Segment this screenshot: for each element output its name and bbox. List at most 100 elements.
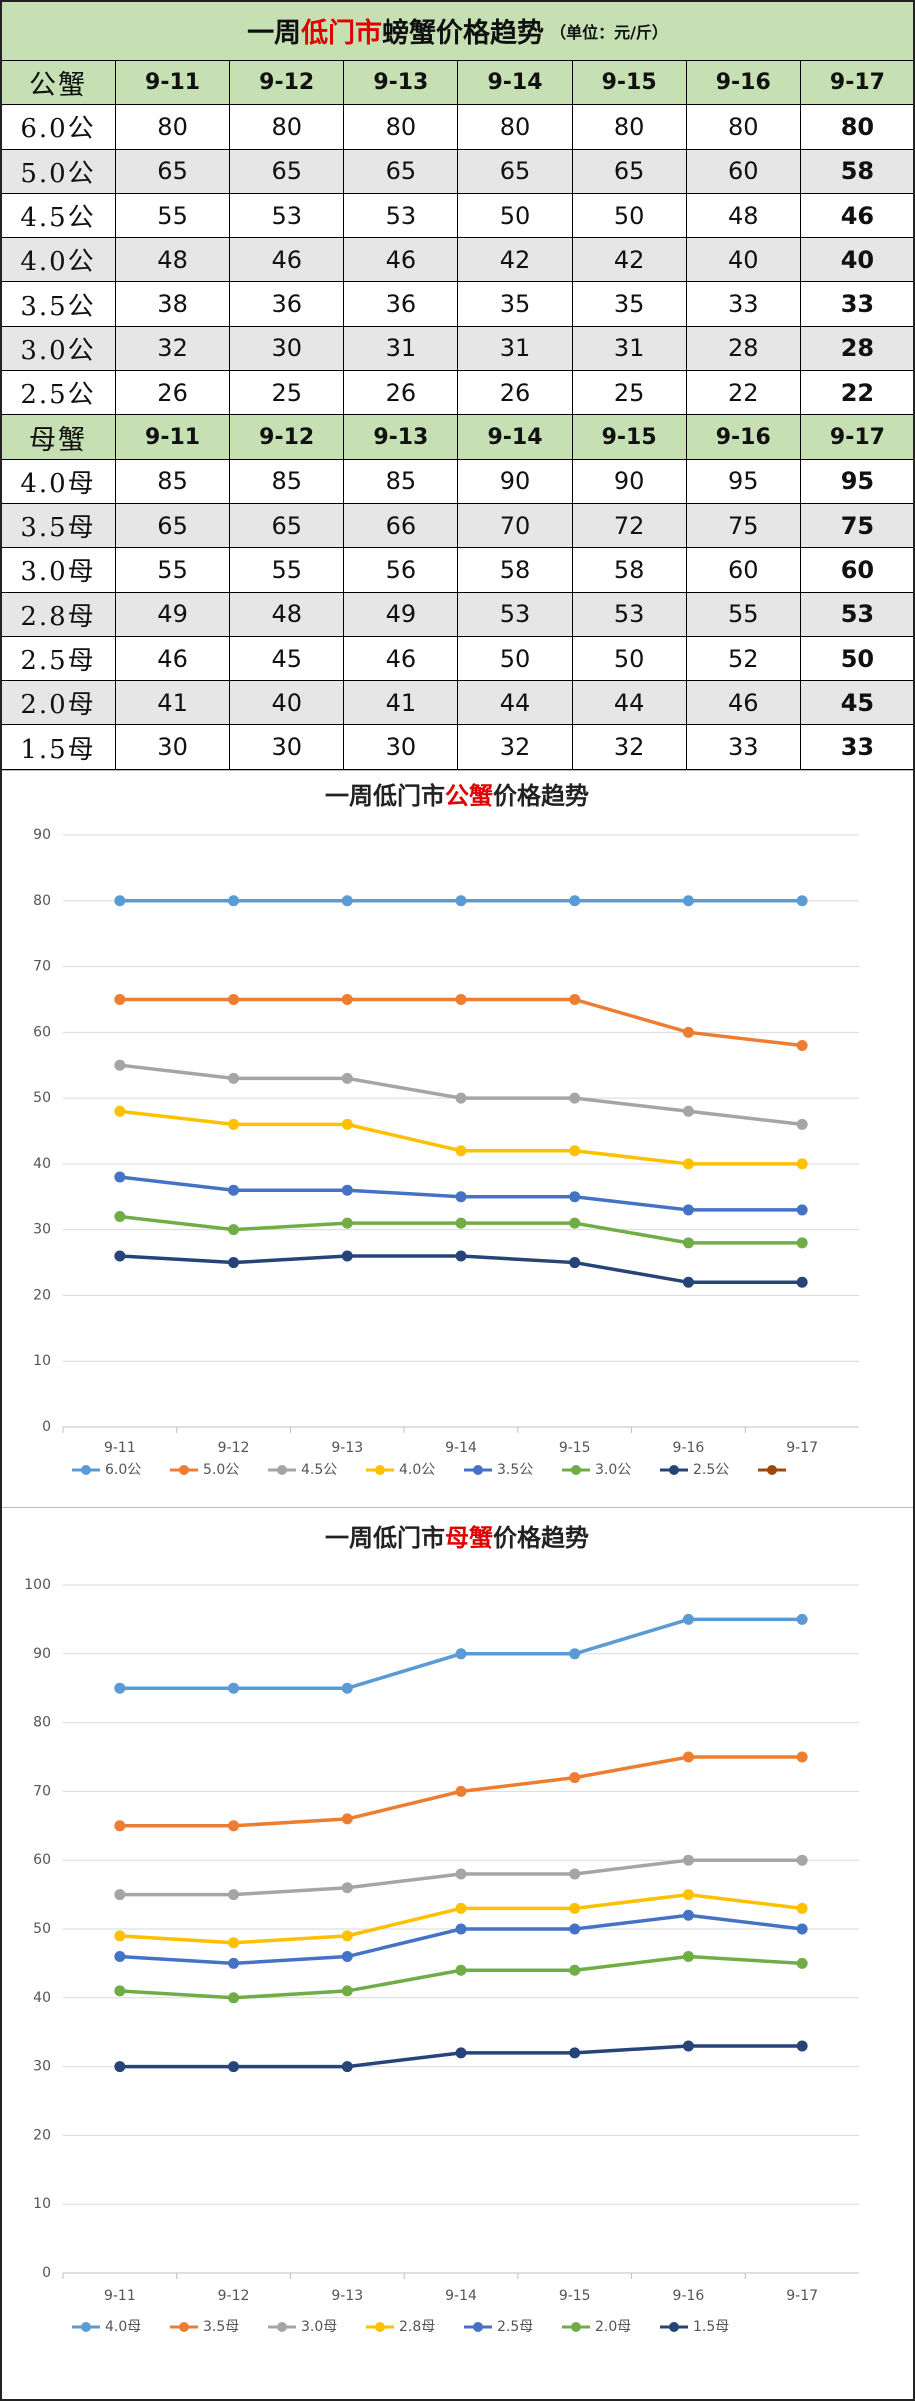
row-label: 3.0公 (0, 326, 116, 372)
value-cell: 26 (116, 371, 231, 416)
chart-male: 一周低门市公蟹价格趋势 0 10 20 30 40 50 60 70 80 90 9-11 9-12 9-… (2, 770, 913, 1478)
value-cell: 38 (116, 282, 231, 327)
header-cell: 9-12 (230, 61, 345, 106)
value-cell: 90 (572, 459, 687, 504)
value-cell: 41 (116, 681, 231, 726)
data-point (682, 1951, 694, 1963)
data-point (682, 1105, 694, 1117)
data-point (455, 1902, 467, 1914)
value-cell: 49 (344, 592, 459, 637)
data-point (455, 1145, 467, 1157)
value-cell: 53 (572, 592, 687, 637)
data-point (796, 1118, 808, 1130)
value-cell: 44 (458, 681, 573, 726)
x-tick-label: 9-16 (673, 1440, 705, 1456)
x-tick-label: 9-13 (331, 1440, 363, 1456)
data-point (796, 1902, 808, 1914)
x-tick-label: 9-14 (445, 1440, 477, 1456)
data-point (569, 1191, 581, 1203)
value-cell: 50 (458, 193, 573, 239)
data-point (228, 895, 240, 907)
data-point (569, 1868, 581, 1880)
x-tick-label: 9-15 (559, 1440, 591, 1456)
row-label: 1.5母 (0, 725, 116, 770)
data-point (455, 1785, 467, 1797)
legend-dot (571, 1465, 581, 1475)
header-cell: 9-11 (116, 415, 231, 460)
value-cell: 32 (458, 725, 573, 770)
value-cell: 28 (800, 326, 915, 372)
data-point (796, 895, 808, 907)
legend-label: 3.0母 (301, 2319, 337, 2335)
data-point (569, 1964, 581, 1976)
data-point (682, 1237, 694, 1249)
value-cell: 58 (572, 548, 687, 593)
data-point (341, 1184, 353, 1196)
y-tick-label: 20 (33, 2127, 51, 2143)
data-point (569, 1923, 581, 1935)
x-tick-label: 9-15 (559, 2288, 591, 2304)
chart-title-part: 一周低门市 (325, 1523, 445, 1552)
data-point (341, 1985, 353, 1997)
header-cell: 9-14 (458, 415, 573, 460)
x-tick-label: 9-11 (104, 2288, 136, 2304)
value-cell: 36 (344, 282, 459, 327)
y-tick-label: 20 (33, 1287, 51, 1303)
value-cell: 65 (116, 149, 231, 194)
chart-title-part: 公蟹 (445, 781, 493, 810)
value-cell: 31 (458, 326, 573, 372)
legend-label: 2.0母 (595, 2319, 631, 2335)
value-cell: 46 (116, 636, 231, 682)
value-cell: 55 (686, 592, 801, 637)
legend-label: 3.0公 (595, 1462, 631, 1478)
data-point (114, 1059, 126, 1071)
header-cell: 9-17 (800, 61, 915, 106)
table-grid: 公蟹 9-11 9-12 9-13 9-14 9-15 9-16 9-17 6.0公 80 80 80… (0, 61, 915, 770)
table-title: 一周 低门市 螃蟹价格趋势 （单位：元/斤） (0, 0, 915, 61)
data-point (114, 1820, 126, 1832)
value-cell: 49 (116, 592, 231, 637)
value-cell: 50 (572, 636, 687, 682)
header-cell: 9-16 (686, 61, 801, 106)
data-point (455, 993, 467, 1005)
header-cell: 9-15 (572, 61, 687, 106)
data-point (455, 2047, 467, 2059)
data-point (682, 1204, 694, 1216)
x-tick-label: 9-11 (104, 1440, 136, 1456)
data-point (569, 1902, 581, 1914)
data-point (341, 1072, 353, 1084)
header-cell: 9-16 (686, 415, 801, 460)
value-cell: 95 (686, 459, 801, 504)
legend-dot (81, 1465, 91, 1475)
x-tick-label: 9-14 (445, 2288, 477, 2304)
value-cell: 26 (344, 371, 459, 416)
legend-dot (571, 2322, 581, 2332)
data-point (228, 993, 240, 1005)
x-tick-label: 9-12 (218, 1440, 250, 1456)
value-cell: 56 (344, 548, 459, 593)
data-point (228, 1957, 240, 1969)
value-cell: 46 (686, 681, 801, 726)
data-point (796, 1923, 808, 1935)
legend-label: 3.5公 (497, 1462, 533, 1478)
value-cell: 33 (686, 725, 801, 770)
y-tick-label: 90 (33, 1646, 51, 1662)
y-tick-label: 60 (33, 1852, 51, 1868)
value-cell: 25 (230, 371, 345, 416)
legend-label: 4.0公 (399, 1462, 435, 1478)
data-point (569, 993, 581, 1005)
value-cell: 26 (458, 371, 573, 416)
row-label: 2.5母 (0, 636, 116, 682)
value-cell: 30 (116, 725, 231, 770)
legend-extra (758, 1465, 786, 1475)
row-label: 3.5公 (0, 282, 116, 327)
x-tick-label: 9-17 (786, 2288, 818, 2304)
value-cell: 45 (800, 681, 915, 726)
data-point (569, 2047, 581, 2059)
value-cell: 85 (344, 459, 459, 504)
y-tick-label: 100 (24, 1577, 51, 1593)
chart-title-part: 价格趋势 (493, 781, 589, 810)
y-tick-label: 0 (42, 1419, 51, 1435)
